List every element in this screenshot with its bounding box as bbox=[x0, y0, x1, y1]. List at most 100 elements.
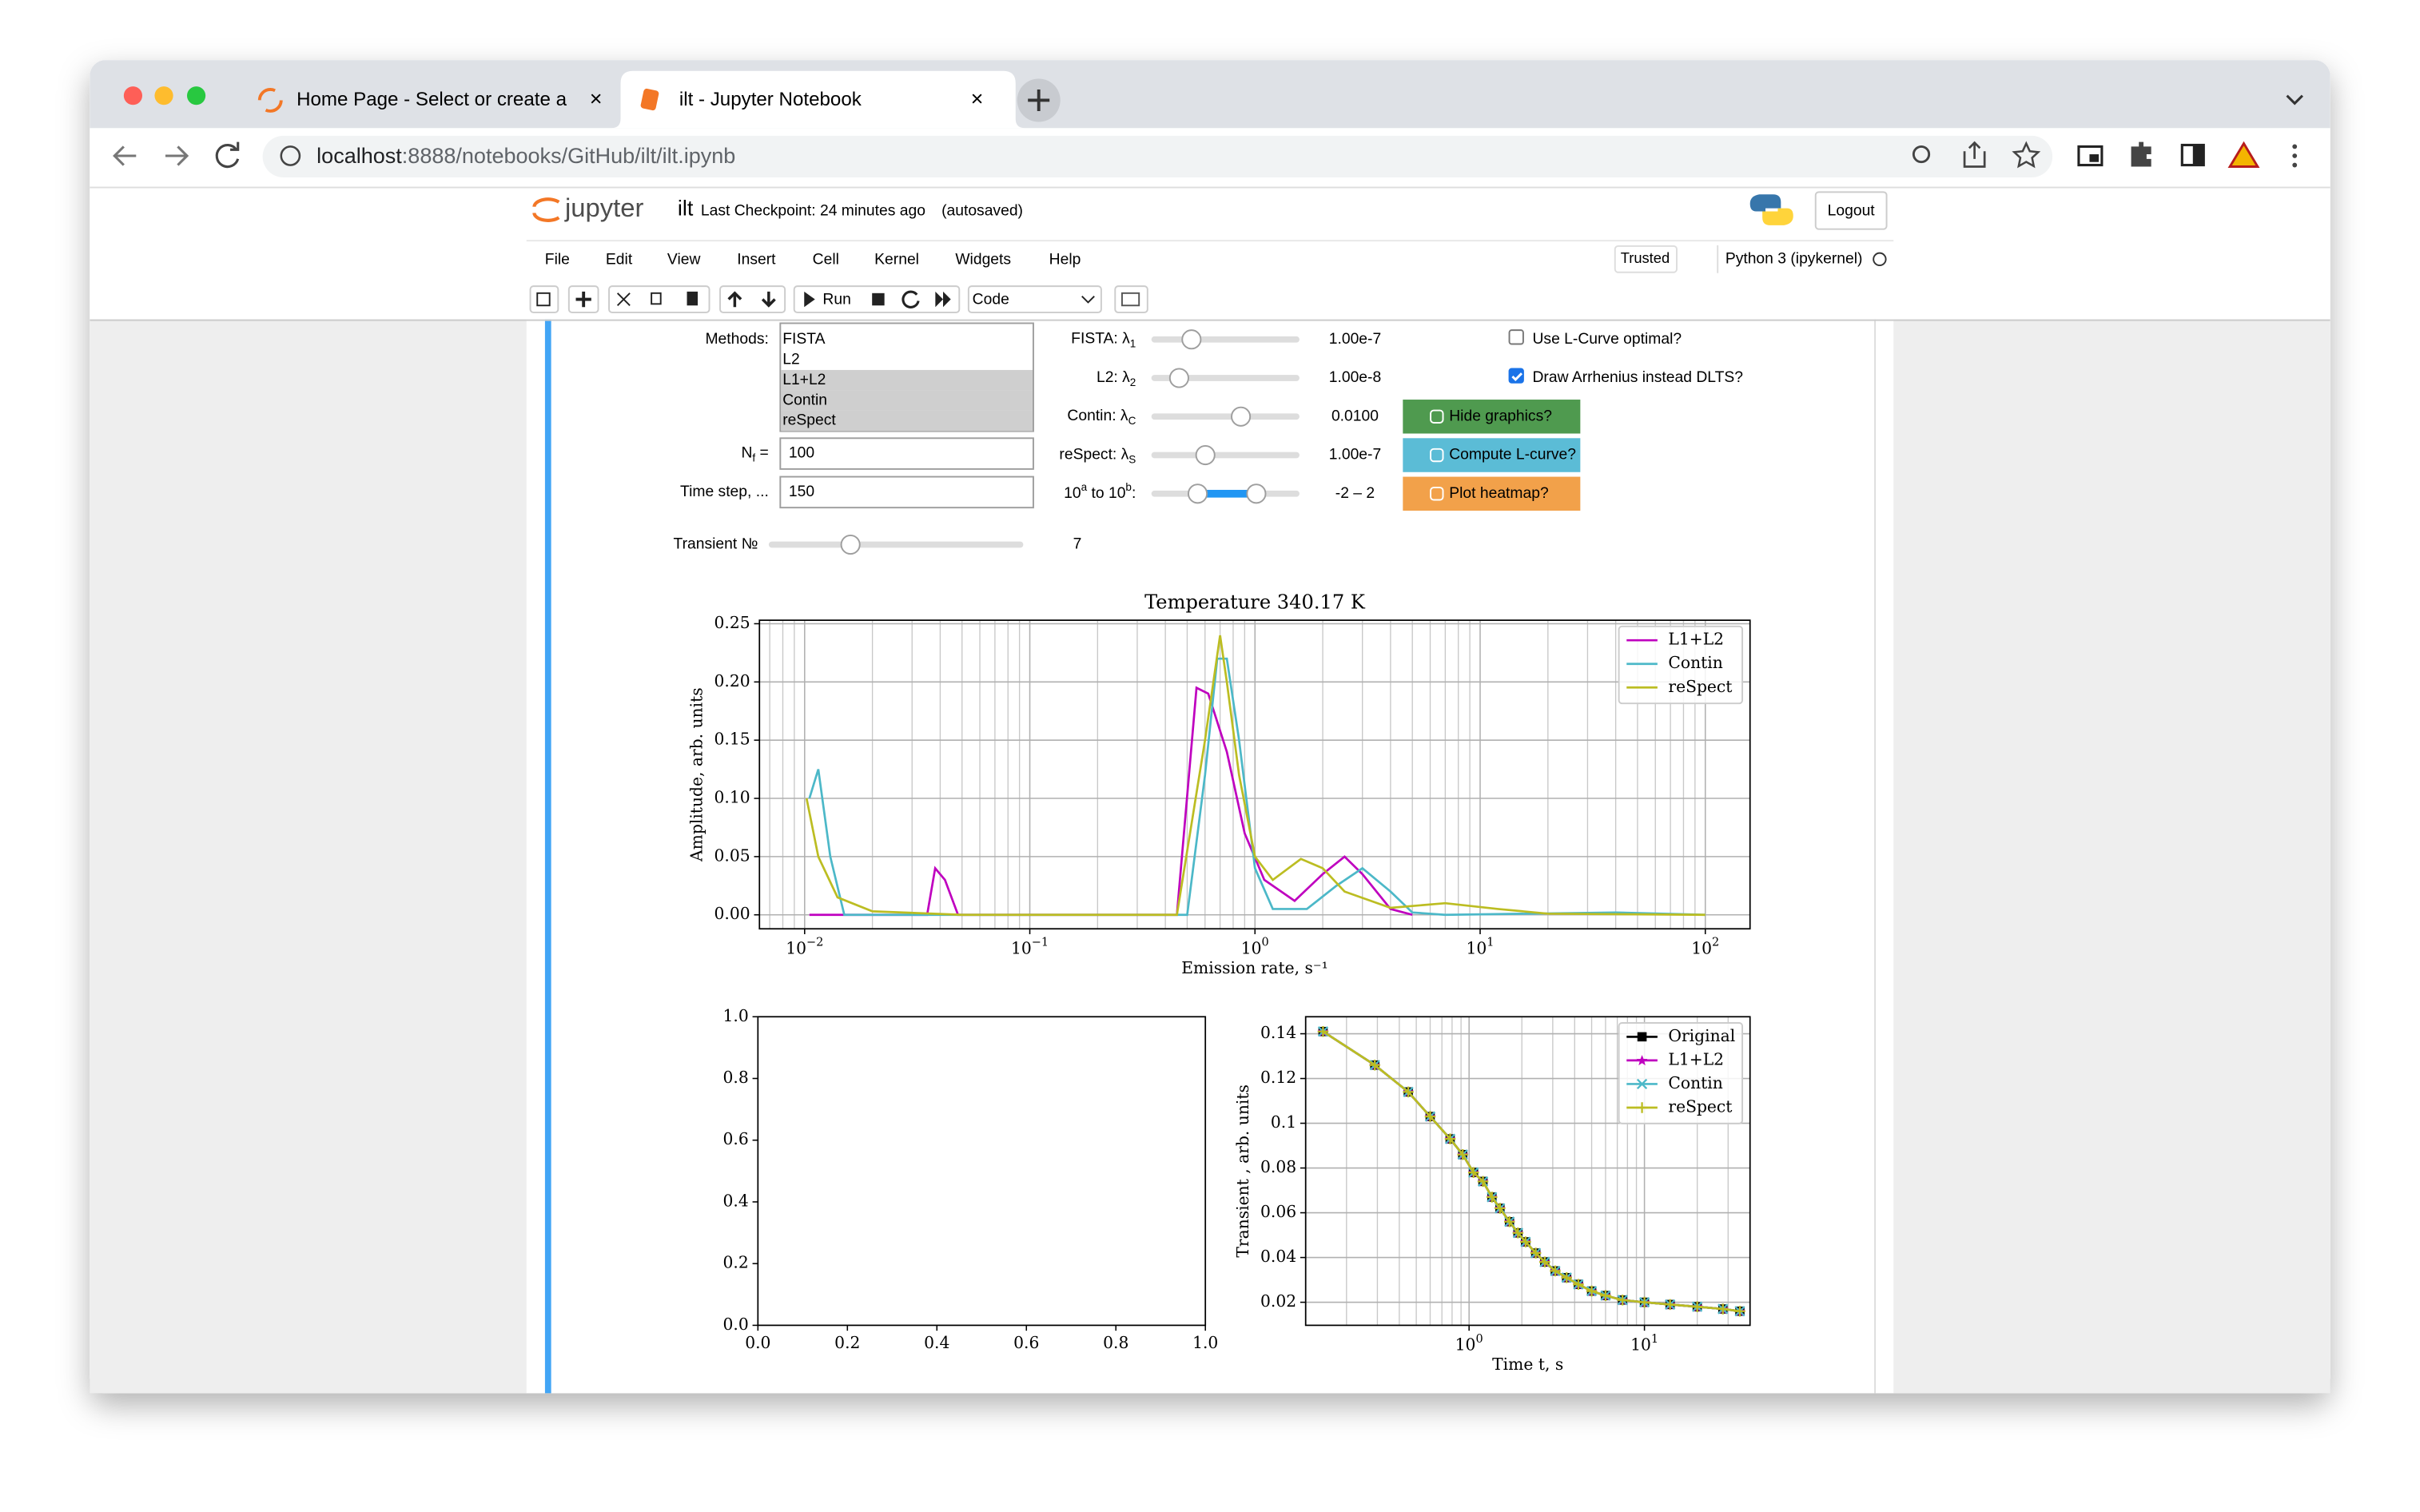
menu-item[interactable]: File bbox=[545, 251, 570, 268]
tab-close[interactable]: × bbox=[971, 87, 984, 111]
label-part: reSpect: λ bbox=[1059, 447, 1128, 464]
menu-item[interactable]: Insert bbox=[737, 251, 776, 268]
checkbox[interactable] bbox=[1508, 329, 1524, 345]
y-tick-label: 1.0 bbox=[723, 1006, 749, 1025]
method-option[interactable]: FISTA bbox=[782, 331, 825, 348]
x-tick-label: 100 bbox=[1455, 1333, 1483, 1354]
action-button[interactable] bbox=[1403, 438, 1581, 472]
tick-base: 10 bbox=[1011, 938, 1032, 957]
marker bbox=[1539, 1256, 1550, 1267]
site-info[interactable] bbox=[280, 145, 301, 166]
slider-readout: -2 – 2 bbox=[1335, 485, 1375, 502]
close-window[interactable] bbox=[123, 86, 143, 105]
profile-ext[interactable] bbox=[2227, 141, 2260, 168]
y-tick-label: 0.06 bbox=[1260, 1202, 1296, 1221]
bookmark[interactable] bbox=[2012, 141, 2041, 169]
method-option[interactable]: reSpect bbox=[782, 412, 836, 429]
method-option[interactable]: Contin bbox=[782, 392, 827, 408]
menu-dot[interactable] bbox=[2292, 144, 2298, 149]
label-part: = bbox=[755, 445, 769, 462]
menu-item[interactable]: Widgets bbox=[955, 251, 1011, 268]
tick-exp: 1 bbox=[1487, 937, 1494, 949]
marker bbox=[1636, 1102, 1648, 1113]
cell-type-select[interactable] bbox=[967, 285, 1102, 313]
edit-group[interactable] bbox=[608, 285, 710, 313]
menu-item[interactable]: View bbox=[667, 251, 701, 268]
cut-icon bbox=[616, 292, 631, 306]
action-button[interactable] bbox=[1403, 400, 1581, 434]
notebook-name[interactable]: ilt bbox=[678, 197, 694, 221]
menu-item[interactable]: Cell bbox=[813, 251, 839, 268]
x-tick-label: 102 bbox=[1691, 937, 1719, 957]
marker bbox=[1586, 1285, 1598, 1297]
label-part: : bbox=[1132, 485, 1136, 502]
slider-handle[interactable] bbox=[1231, 406, 1252, 427]
legend-label: L1+L2 bbox=[1668, 630, 1724, 649]
x-tick-label: 1.0 bbox=[1192, 1333, 1218, 1352]
forward[interactable] bbox=[165, 145, 189, 166]
checkbox[interactable] bbox=[1508, 368, 1524, 384]
back[interactable] bbox=[113, 145, 137, 166]
tab-icon bbox=[640, 88, 659, 111]
python-logo bbox=[1749, 194, 1781, 212]
maximize-window[interactable] bbox=[187, 86, 206, 105]
tab-search[interactable] bbox=[2286, 94, 2303, 105]
logo-text[interactable]: jupyter bbox=[564, 193, 644, 222]
share[interactable] bbox=[1963, 141, 1986, 168]
text-input[interactable] bbox=[779, 475, 1034, 509]
x-tick-label: 0.8 bbox=[1103, 1333, 1128, 1352]
marker bbox=[1520, 1236, 1531, 1247]
tab-title[interactable]: ilt - Jupyter Notebook bbox=[679, 89, 862, 110]
trusted-box[interactable] bbox=[1614, 245, 1678, 273]
marker bbox=[1636, 1078, 1648, 1090]
pip[interactable] bbox=[2077, 145, 2104, 167]
menu-item[interactable]: Kernel bbox=[874, 251, 919, 268]
zoom[interactable] bbox=[1912, 145, 1931, 164]
reload[interactable] bbox=[215, 141, 240, 169]
y-tick-label: 0.25 bbox=[714, 613, 750, 632]
marker bbox=[1403, 1086, 1414, 1098]
marker bbox=[1638, 1296, 1650, 1308]
method-option[interactable]: L2 bbox=[782, 351, 799, 368]
marker bbox=[1734, 1305, 1745, 1317]
tab-close[interactable]: × bbox=[590, 87, 603, 111]
active-tab[interactable] bbox=[611, 70, 1025, 129]
tick-exp: 1 bbox=[1651, 1333, 1658, 1346]
label-part: 2 bbox=[1130, 376, 1136, 388]
action-button[interactable] bbox=[1403, 476, 1581, 511]
slider-handle[interactable] bbox=[1168, 368, 1189, 388]
slider-handle[interactable] bbox=[1246, 483, 1267, 504]
y-tick-label: 0.20 bbox=[714, 671, 750, 690]
kernel-name[interactable]: Python 3 (ipykernel) bbox=[1725, 250, 1863, 267]
slider-range bbox=[1197, 489, 1256, 498]
slider-handle[interactable] bbox=[1195, 444, 1216, 466]
keyboard-btn[interactable] bbox=[1114, 285, 1148, 313]
plots: 10−2 10−1 100 101 1020.000.050.100.150.200.2… bbox=[687, 591, 1751, 1374]
minimize-window[interactable] bbox=[154, 86, 173, 105]
save-btn[interactable] bbox=[529, 285, 559, 313]
button-label: Plot heatmap? bbox=[1449, 485, 1549, 502]
x-tick-label: 10−2 bbox=[786, 937, 823, 957]
input-label: Time step, ... bbox=[680, 483, 769, 500]
method-option[interactable]: L1+L2 bbox=[782, 372, 826, 388]
logout-button[interactable] bbox=[1814, 191, 1888, 230]
y-tick-label: 0.12 bbox=[1260, 1068, 1296, 1087]
plot-area bbox=[758, 1017, 1206, 1326]
tab-title[interactable]: Home Page - Select or create a bbox=[297, 89, 567, 110]
plot-title: Temperature 340.17 K bbox=[1144, 591, 1366, 613]
slider-handle[interactable] bbox=[1188, 483, 1208, 504]
slider-label: Contin: λC bbox=[1067, 408, 1136, 426]
menu-item[interactable]: Edit bbox=[606, 251, 633, 268]
slider-readout: 1.00e-7 bbox=[1329, 447, 1381, 464]
label-part: Time step, ... bbox=[680, 483, 769, 500]
legend-label: L1+L2 bbox=[1668, 1049, 1724, 1068]
extensions[interactable] bbox=[2131, 141, 2151, 167]
address-bar[interactable] bbox=[262, 135, 2053, 178]
text-input[interactable] bbox=[779, 437, 1034, 470]
checkbox-label: Draw Arrhenius instead DLTS? bbox=[1532, 369, 1743, 386]
slider-handle[interactable] bbox=[1181, 329, 1202, 350]
checkmark bbox=[1511, 372, 1523, 381]
slider-handle[interactable] bbox=[840, 534, 861, 555]
menu-item[interactable]: Help bbox=[1049, 251, 1081, 268]
